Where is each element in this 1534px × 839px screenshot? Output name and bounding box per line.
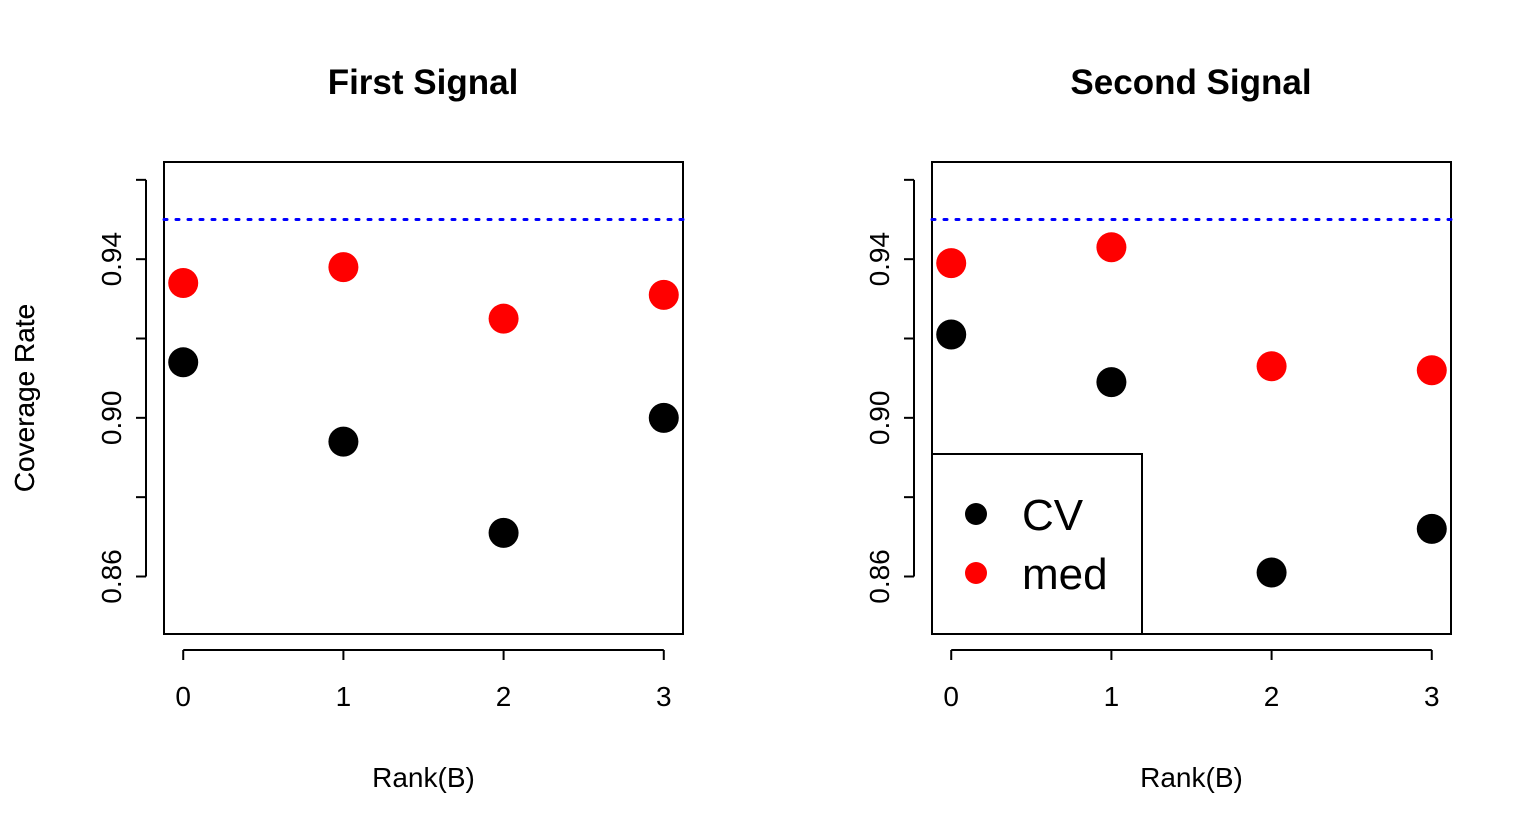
data-point-cv-rank-3 — [648, 402, 679, 433]
data-point-med-rank-2 — [488, 303, 519, 334]
data-point-cv-rank-1 — [1096, 367, 1127, 398]
x-tick-label: 1 — [336, 681, 352, 712]
legend: CV med — [931, 453, 1143, 635]
data-point-cv-rank-2 — [488, 517, 519, 548]
series-cv — [936, 319, 1447, 588]
x-tick-label: 0 — [943, 681, 959, 712]
panel-2: Second Signal 0 1 2 3 Rank(B) 0.86 0.90 0.94 Cove… — [9, 63, 1453, 793]
legend-box — [931, 453, 1143, 635]
data-point-cv-rank-2 — [1256, 557, 1287, 588]
plot-frame — [931, 161, 1452, 635]
x-tick-label: 3 — [1424, 681, 1440, 712]
data-point-med-rank-0 — [936, 248, 967, 279]
x-tick-label: 1 — [1104, 681, 1120, 712]
series-med — [936, 232, 1447, 386]
x-tick-label: 2 — [496, 681, 512, 712]
data-point-med-rank-0 — [168, 267, 199, 298]
data-point-med-rank-1 — [328, 252, 359, 283]
series-cv — [168, 347, 679, 548]
x-axis: 0 1 2 3 — [175, 649, 672, 712]
x-tick-label: 0 — [175, 681, 191, 712]
chart-title: Second Signal — [1070, 63, 1311, 102]
y-tick-label: 0.90 — [96, 391, 127, 446]
chart-title: First Signal — [328, 63, 519, 102]
y-axis: 0.86 0.90 0.94 — [96, 178, 147, 604]
legend-marker-cv — [965, 503, 987, 525]
legend-label: CV — [1022, 491, 1084, 540]
y-tick-label: 0.90 — [864, 391, 895, 446]
y-tick-label: 0.94 — [96, 232, 127, 287]
x-axis: 0 1 2 3 — [943, 649, 1440, 712]
data-point-cv-rank-0 — [936, 319, 967, 350]
y-tick-label: 0.94 — [864, 232, 895, 287]
panel-1: First Signal 0 1 2 3 Rank(B) 0.86 0.90 0.94 Cover… — [9, 63, 685, 793]
data-point-cv-rank-0 — [168, 347, 199, 378]
data-point-cv-rank-3 — [1416, 513, 1447, 544]
y-axis-label: Coverage Rate — [9, 304, 40, 492]
legend-label: med — [1022, 550, 1108, 599]
y-axis: 0.86 0.90 0.94 — [864, 178, 915, 604]
y-axis-label: Coverage Rate — [9, 304, 40, 492]
data-point-med-rank-2 — [1256, 351, 1287, 382]
x-axis-label: Rank(B) — [372, 762, 475, 793]
plot-frame — [163, 161, 684, 635]
y-tick-label: 0.86 — [96, 549, 127, 604]
legend-marker-med — [965, 562, 987, 584]
data-point-med-rank-3 — [648, 279, 679, 310]
x-tick-label: 3 — [656, 681, 672, 712]
data-point-med-rank-3 — [1416, 355, 1447, 386]
series-med — [168, 252, 679, 334]
data-point-med-rank-1 — [1096, 232, 1127, 263]
x-axis-label: Rank(B) — [1140, 762, 1243, 793]
x-tick-label: 2 — [1264, 681, 1280, 712]
y-tick-label: 0.86 — [864, 549, 895, 604]
data-point-cv-rank-1 — [328, 426, 359, 457]
